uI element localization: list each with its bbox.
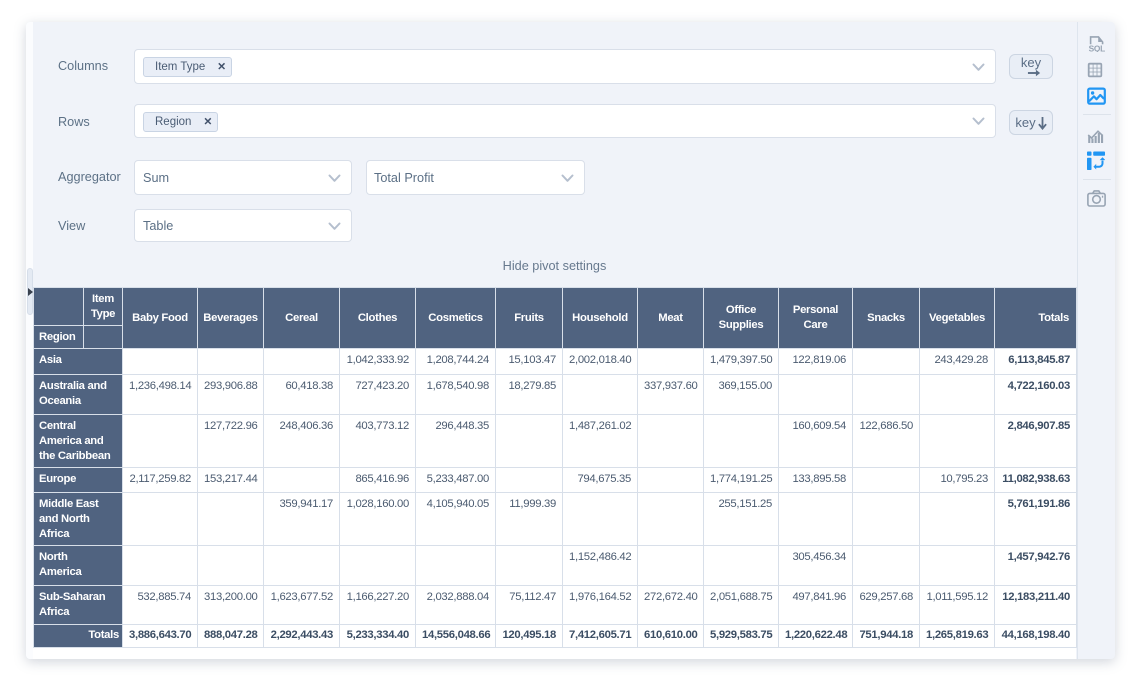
svg-text:SQL: SQL [1089,43,1106,52]
